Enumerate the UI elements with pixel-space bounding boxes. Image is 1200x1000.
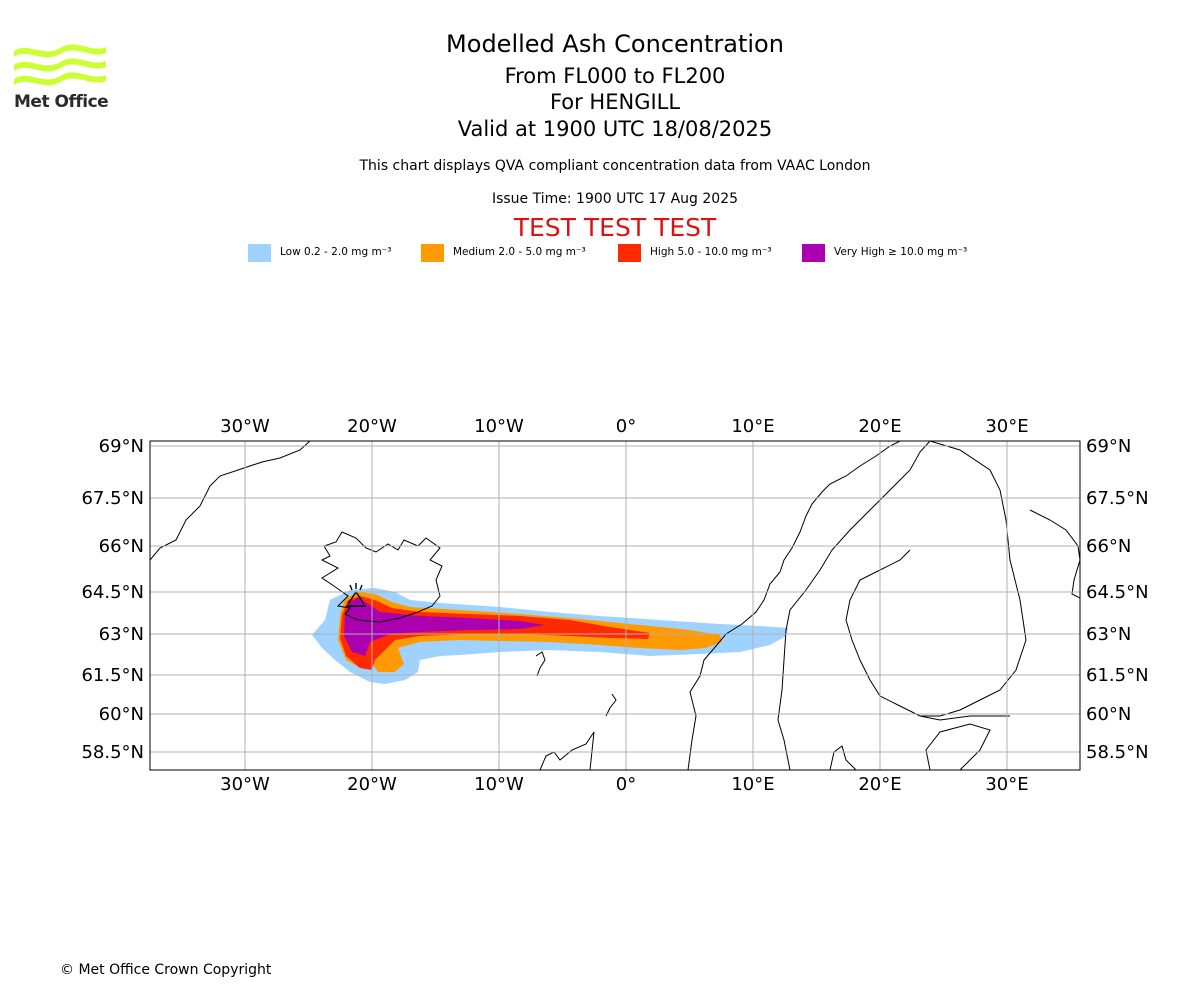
coastline-scotland (539, 731, 595, 770)
lon-tick-bottom: 30°W (220, 774, 270, 795)
lat-tick-left: 63°N (99, 624, 144, 645)
coastline-kola (1029, 509, 1080, 599)
chart-title: Modelled Ash Concentration (446, 30, 784, 58)
coastline-estonia (925, 723, 991, 770)
ash-very-high-region (344, 598, 545, 656)
logo-text: Met Office (14, 92, 109, 112)
legend: Low 0.2 - 2.0 mg m⁻³ Medium 2.0 - 5.0 mg… (0, 244, 1200, 264)
lon-tick-top: 20°E (858, 416, 901, 437)
copyright: © Met Office Crown Copyright (60, 962, 272, 978)
legend-label-high: High 5.0 - 10.0 mg m⁻³ (650, 246, 772, 258)
legend-swatch-high (618, 244, 641, 262)
lat-tick-right: 61.5°N (1086, 665, 1149, 686)
lat-tick-right: 67.5°N (1086, 488, 1149, 509)
ash-high-region (340, 596, 650, 670)
coastline-norway (687, 441, 901, 770)
lon-tick-top: 10°E (731, 416, 774, 437)
legend-label-low: Low 0.2 - 2.0 mg m⁻³ (280, 246, 392, 258)
valid-time: Valid at 1900 UTC 18/08/2025 (457, 117, 773, 141)
legend-swatch-very-high (802, 244, 825, 262)
lat-tick-left: 67.5°N (81, 488, 144, 509)
coastline-greenland (150, 441, 311, 561)
lat-tick-left: 64.5°N (81, 582, 144, 603)
lon-tick-top: 30°E (985, 416, 1028, 437)
lat-tick-right: 66°N (1086, 536, 1131, 557)
lat-tick-left: 60°N (99, 704, 144, 725)
qva-note: This chart displays QVA compliant concen… (359, 158, 871, 174)
flight-levels: From FL000 to FL200 (504, 64, 726, 88)
lat-tick-left: 61.5°N (81, 665, 144, 686)
lon-tick-bottom: 20°W (347, 774, 397, 795)
met-office-logo (14, 44, 106, 86)
legend-swatch-low (248, 244, 271, 262)
coastline-denmark (829, 745, 857, 770)
coastline-faroes (535, 651, 546, 677)
lat-tick-right: 69°N (1086, 436, 1131, 457)
lon-tick-bottom: 30°E (985, 774, 1028, 795)
lon-tick-bottom: 0° (616, 774, 636, 795)
map-frame (149, 440, 1081, 771)
coastline-baltic (845, 441, 1027, 717)
lon-tick-top: 30°W (220, 416, 270, 437)
lat-tick-right: 60°N (1086, 704, 1131, 725)
volcano-name: For HENGILL (549, 90, 681, 114)
lat-tick-right: 64.5°N (1086, 582, 1149, 603)
lat-tick-left: 69°N (99, 436, 144, 457)
lon-tick-bottom: 10°E (731, 774, 774, 795)
coastline-shetland (605, 693, 617, 717)
lat-tick-left: 58.5°N (81, 742, 144, 763)
lat-tick-right: 58.5°N (1086, 742, 1149, 763)
coastline-gulf-of-finland (919, 715, 1010, 721)
grid (150, 441, 1080, 770)
lat-tick-right: 63°N (1086, 624, 1131, 645)
lon-tick-top: 20°W (347, 416, 397, 437)
legend-swatch-medium (421, 244, 444, 262)
lon-tick-bottom: 10°W (474, 774, 524, 795)
lat-tick-left: 66°N (99, 536, 144, 557)
lon-tick-bottom: 20°E (858, 774, 901, 795)
coastline-sweden-finland (777, 441, 931, 770)
test-banner: TEST TEST TEST (513, 213, 717, 242)
issue-time: Issue Time: 1900 UTC 17 Aug 2025 (491, 191, 739, 207)
legend-label-medium: Medium 2.0 - 5.0 mg m⁻³ (453, 246, 586, 258)
lon-tick-top: 0° (616, 416, 636, 437)
legend-label-very-high: Very High ≥ 10.0 mg m⁻³ (834, 246, 968, 258)
coastlines (150, 441, 1080, 770)
lon-tick-top: 10°W (474, 416, 524, 437)
